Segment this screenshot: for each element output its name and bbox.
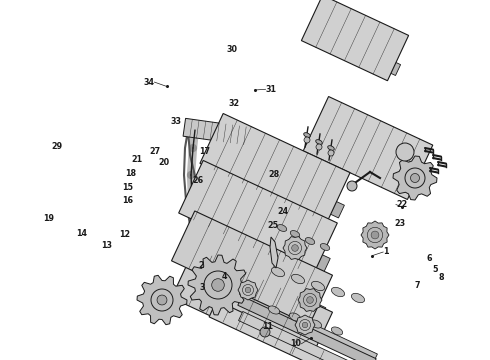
Text: 31: 31 [266, 85, 276, 94]
Circle shape [304, 137, 310, 143]
Ellipse shape [312, 281, 324, 291]
Circle shape [368, 227, 383, 243]
Polygon shape [238, 280, 258, 300]
Text: 20: 20 [158, 158, 169, 167]
Text: 21: 21 [131, 155, 142, 164]
Circle shape [405, 168, 425, 188]
Circle shape [411, 174, 419, 183]
Polygon shape [200, 113, 350, 222]
Text: 2: 2 [198, 261, 204, 270]
Circle shape [157, 295, 167, 305]
Polygon shape [361, 221, 389, 249]
Ellipse shape [305, 238, 315, 244]
Ellipse shape [331, 287, 344, 297]
Polygon shape [313, 134, 423, 195]
Ellipse shape [351, 293, 365, 303]
Text: 3: 3 [199, 284, 205, 292]
Circle shape [371, 231, 379, 239]
Polygon shape [172, 211, 333, 325]
Circle shape [245, 287, 251, 293]
Circle shape [396, 143, 414, 161]
Polygon shape [188, 255, 248, 315]
Text: 14: 14 [76, 229, 87, 238]
Text: 17: 17 [199, 147, 210, 156]
Polygon shape [212, 146, 344, 218]
Circle shape [316, 144, 322, 150]
Polygon shape [243, 293, 377, 360]
Circle shape [151, 289, 173, 311]
Text: 34: 34 [144, 78, 154, 87]
Circle shape [289, 242, 302, 255]
Polygon shape [298, 289, 322, 311]
Circle shape [260, 327, 270, 337]
Text: 29: 29 [51, 143, 63, 152]
Ellipse shape [271, 267, 285, 277]
Polygon shape [270, 237, 278, 268]
Polygon shape [283, 237, 307, 260]
Text: 26: 26 [193, 176, 204, 185]
Circle shape [303, 293, 317, 307]
Text: 12: 12 [119, 230, 130, 239]
Polygon shape [301, 0, 409, 81]
Polygon shape [238, 296, 376, 360]
Text: 6: 6 [426, 254, 432, 263]
Text: 15: 15 [122, 183, 133, 192]
Text: 23: 23 [394, 219, 406, 228]
Circle shape [243, 284, 253, 296]
Polygon shape [190, 196, 330, 272]
Text: 5: 5 [433, 265, 438, 274]
Polygon shape [209, 301, 351, 360]
Ellipse shape [320, 244, 330, 251]
Text: 24: 24 [277, 207, 288, 216]
Text: 18: 18 [125, 170, 136, 179]
Polygon shape [172, 248, 333, 360]
Text: 10: 10 [291, 339, 301, 348]
Text: 1: 1 [383, 248, 389, 256]
Polygon shape [303, 96, 433, 199]
Text: 11: 11 [263, 323, 273, 331]
Ellipse shape [292, 274, 305, 284]
Ellipse shape [328, 146, 334, 150]
Circle shape [347, 181, 357, 191]
Ellipse shape [277, 225, 287, 231]
Circle shape [204, 271, 232, 299]
Ellipse shape [304, 133, 310, 137]
Polygon shape [393, 156, 437, 200]
Text: 25: 25 [267, 221, 278, 230]
Text: 13: 13 [101, 241, 112, 250]
Text: 30: 30 [227, 45, 238, 54]
Polygon shape [295, 315, 315, 335]
Ellipse shape [331, 327, 343, 335]
Text: 32: 32 [229, 99, 240, 108]
Ellipse shape [290, 313, 301, 321]
Ellipse shape [316, 140, 322, 144]
Polygon shape [309, 24, 401, 76]
Circle shape [302, 322, 308, 328]
Ellipse shape [269, 306, 280, 314]
Text: 4: 4 [221, 272, 227, 281]
Polygon shape [183, 118, 253, 146]
Ellipse shape [310, 320, 321, 328]
Text: 8: 8 [439, 273, 444, 282]
Circle shape [299, 320, 311, 330]
Circle shape [212, 279, 224, 291]
Text: 27: 27 [149, 147, 161, 156]
Text: 33: 33 [171, 117, 181, 126]
Text: 28: 28 [269, 170, 280, 179]
Polygon shape [239, 311, 371, 360]
Circle shape [328, 150, 334, 156]
Ellipse shape [290, 230, 300, 238]
Polygon shape [179, 161, 337, 275]
Circle shape [292, 245, 298, 251]
Text: 22: 22 [396, 200, 407, 209]
Text: 19: 19 [43, 215, 54, 223]
Circle shape [307, 297, 314, 303]
Text: 16: 16 [122, 196, 133, 205]
Polygon shape [137, 275, 187, 325]
Polygon shape [182, 243, 326, 320]
Text: 7: 7 [415, 281, 420, 289]
